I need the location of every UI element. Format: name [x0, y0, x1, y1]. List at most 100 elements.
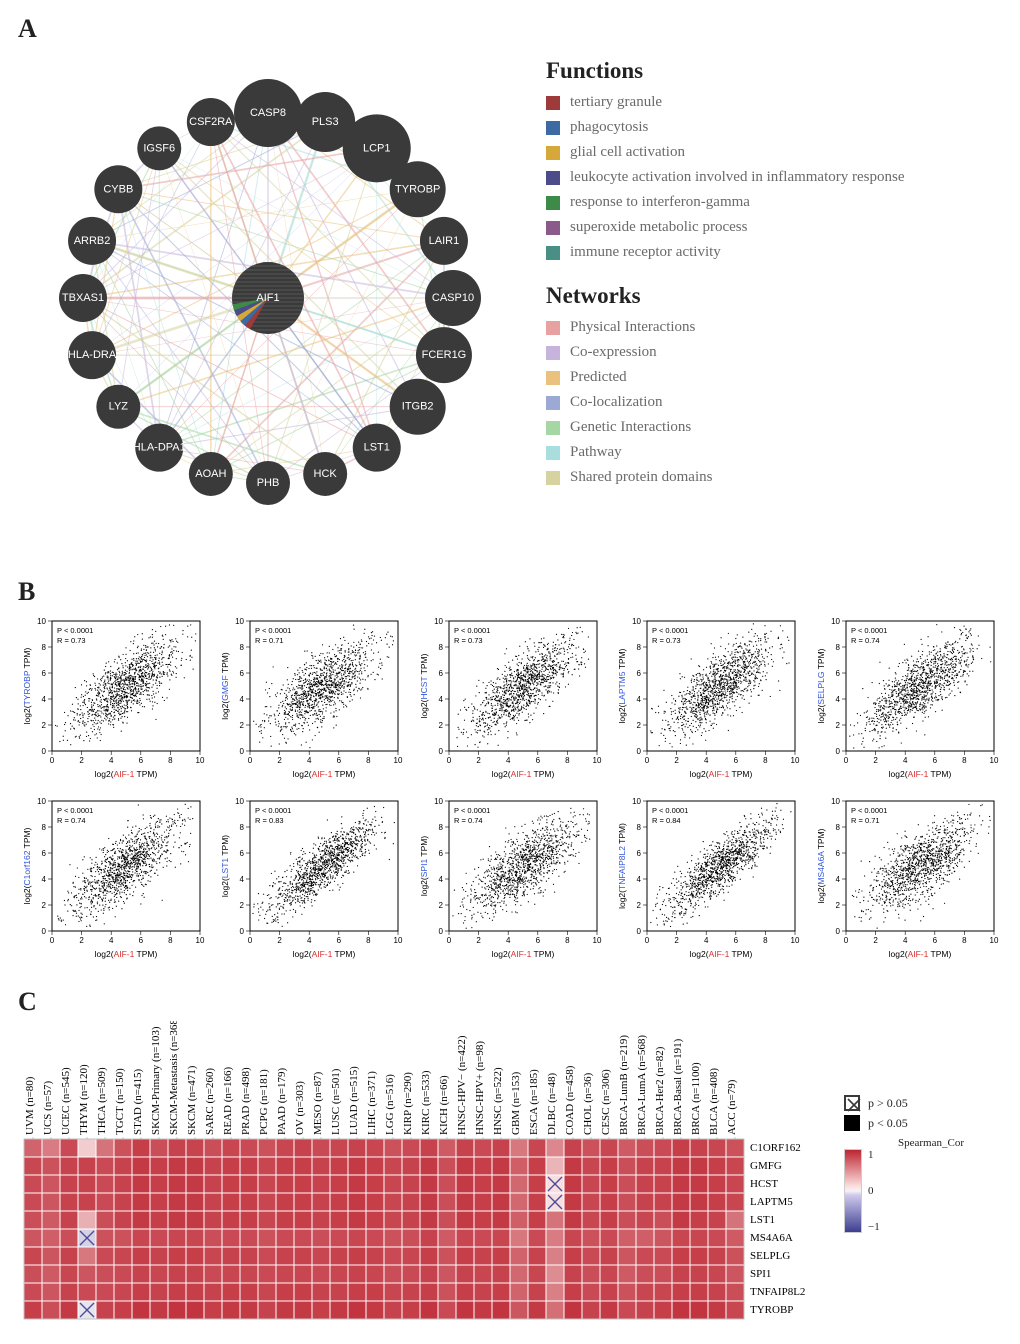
- legend-label: Pathway: [570, 444, 622, 461]
- svg-text:TBXAS1: TBXAS1: [62, 292, 104, 304]
- svg-text:AOAH: AOAH: [195, 468, 226, 480]
- legend-label: glial cell activation: [570, 144, 685, 161]
- svg-text:8: 8: [367, 756, 372, 765]
- svg-text:P < 0.0001: P < 0.0001: [454, 626, 490, 635]
- legend-swatch-icon: [546, 346, 560, 360]
- legend-swatch-icon: [546, 96, 560, 110]
- scatter-grid: 02468100246810P < 0.0001R = 0.73log2(AIF…: [18, 613, 1002, 961]
- panelA-legend: Functions tertiary granulephagocytosisgl…: [546, 48, 1002, 494]
- svg-text:4: 4: [637, 695, 642, 704]
- legend-item: Co-expression: [546, 344, 1002, 361]
- cb-mid: 0: [868, 1185, 880, 1197]
- svg-text:TYROBP: TYROBP: [395, 183, 440, 195]
- legend-label: immune receptor activity: [570, 244, 721, 261]
- legend-label: Co-expression: [570, 344, 657, 361]
- legend-label: Physical Interactions: [570, 319, 695, 336]
- legend-item: glial cell activation: [546, 144, 1002, 161]
- svg-text:PLS3: PLS3: [312, 116, 339, 128]
- svg-text:0: 0: [50, 756, 55, 765]
- svg-text:2: 2: [42, 721, 47, 730]
- legend-item: phagocytosis: [546, 119, 1002, 136]
- svg-text:R = 0.73: R = 0.73: [454, 636, 483, 645]
- networks-heading: Networks: [546, 283, 1002, 309]
- scatter-plot: 02468100246810P < 0.0001R = 0.83log2(AIF…: [216, 793, 406, 961]
- svg-text:2: 2: [278, 756, 283, 765]
- svg-text:6: 6: [438, 669, 443, 678]
- legend-item: superoxide metabolic process: [546, 219, 1002, 236]
- legend-swatch-icon: [546, 246, 560, 260]
- legend-swatch-icon: [546, 421, 560, 435]
- svg-text:8: 8: [42, 643, 47, 652]
- cb-bot: −1: [868, 1221, 880, 1233]
- svg-text:6: 6: [734, 756, 739, 765]
- panelB-label: B: [18, 577, 1002, 607]
- panelB: B 02468100246810P < 0.0001R = 0.73log2(A…: [18, 577, 1002, 961]
- svg-text:10: 10: [632, 617, 641, 626]
- legend-label: Genetic Interactions: [570, 419, 691, 436]
- svg-text:LCP1: LCP1: [363, 142, 391, 154]
- svg-text:P < 0.0001: P < 0.0001: [255, 626, 291, 635]
- svg-text:2: 2: [675, 756, 680, 765]
- svg-text:2: 2: [240, 721, 245, 730]
- legend-swatch-icon: [546, 446, 560, 460]
- svg-text:0: 0: [248, 756, 253, 765]
- svg-text:0: 0: [438, 747, 443, 756]
- svg-text:4: 4: [42, 695, 47, 704]
- svg-text:HLA-DPA1: HLA-DPA1: [133, 442, 186, 454]
- panelC: C C1ORF162GMFGHCSTLAPTM5LST1MS4A6ASELPLG…: [18, 987, 1002, 1330]
- scatter-plot: 02468100246810P < 0.0001R = 0.71log2(AIF…: [216, 613, 406, 781]
- legend-p-lt-label: p < 0.05: [868, 1116, 908, 1131]
- svg-text:6: 6: [535, 756, 540, 765]
- svg-text:8: 8: [438, 643, 443, 652]
- svg-text:log2(TYROBP TPM): log2(TYROBP TPM): [22, 647, 32, 724]
- svg-text:6: 6: [139, 756, 144, 765]
- network-svg: CASP8PLS3LCP1TYROBPLAIR1CASP10FCER1GITGB…: [18, 48, 518, 548]
- svg-text:2: 2: [476, 756, 481, 765]
- legend-label: phagocytosis: [570, 119, 648, 136]
- legend-label: response to interferon-gamma: [570, 194, 750, 211]
- scatter-plot: 02468100246810P < 0.0001R = 0.74log2(AIF…: [415, 793, 605, 961]
- legend-item: leukocyte activation involved in inflamm…: [546, 169, 1002, 186]
- svg-text:8: 8: [168, 756, 173, 765]
- legend-swatch-icon: [546, 321, 560, 335]
- svg-text:8: 8: [240, 643, 245, 652]
- svg-text:R = 0.73: R = 0.73: [57, 636, 86, 645]
- svg-text:HLA-DRA: HLA-DRA: [68, 349, 117, 361]
- svg-text:ARRB2: ARRB2: [74, 235, 111, 247]
- legend-label: Predicted: [570, 369, 627, 386]
- scatter-plot: 02468100246810P < 0.0001R = 0.74log2(AIF…: [812, 613, 1002, 781]
- svg-text:2: 2: [79, 756, 84, 765]
- networks-list: Physical Interactions Co-expression Predic…: [546, 319, 1002, 486]
- svg-text:4: 4: [704, 756, 709, 765]
- legend-swatch-icon: [546, 396, 560, 410]
- scatter-plot: 02468100246810P < 0.0001R = 0.74log2(AIF…: [18, 793, 208, 961]
- svg-text:0: 0: [240, 747, 245, 756]
- legend-label: superoxide metabolic process: [570, 219, 747, 236]
- functions-heading: Functions: [546, 58, 1002, 84]
- legend-swatch-icon: [546, 121, 560, 135]
- legend-swatch-icon: [546, 146, 560, 160]
- legend-swatch-icon: [546, 221, 560, 235]
- svg-text:LST1: LST1: [364, 442, 390, 454]
- svg-text:4: 4: [438, 695, 443, 704]
- svg-text:0: 0: [447, 756, 452, 765]
- svg-text:log2(GMGF TPM): log2(GMGF TPM): [220, 652, 230, 720]
- legend-item: response to interferon-gamma: [546, 194, 1002, 211]
- colorbar-block: 1 0 −1: [844, 1149, 1002, 1233]
- functions-list: tertiary granulephagocytosisglial cell a…: [546, 94, 1002, 261]
- svg-text:8: 8: [763, 756, 768, 765]
- legend-swatch-icon: [546, 171, 560, 185]
- legend-item: immune receptor activity: [546, 244, 1002, 261]
- svg-text:2: 2: [637, 721, 642, 730]
- svg-text:8: 8: [637, 643, 642, 652]
- svg-text:4: 4: [307, 756, 312, 765]
- legend-item: Predicted: [546, 369, 1002, 386]
- svg-text:CSF2RA: CSF2RA: [189, 116, 233, 128]
- legend-item: Co-localization: [546, 394, 1002, 411]
- scatter-plot: 02468100246810P < 0.0001R = 0.73log2(AIF…: [18, 613, 208, 781]
- legend-p-gt: p > 0.05: [844, 1095, 1002, 1111]
- legend-item: Genetic Interactions: [546, 419, 1002, 436]
- svg-text:2: 2: [438, 721, 443, 730]
- svg-text:6: 6: [637, 669, 642, 678]
- svg-text:10: 10: [791, 756, 800, 765]
